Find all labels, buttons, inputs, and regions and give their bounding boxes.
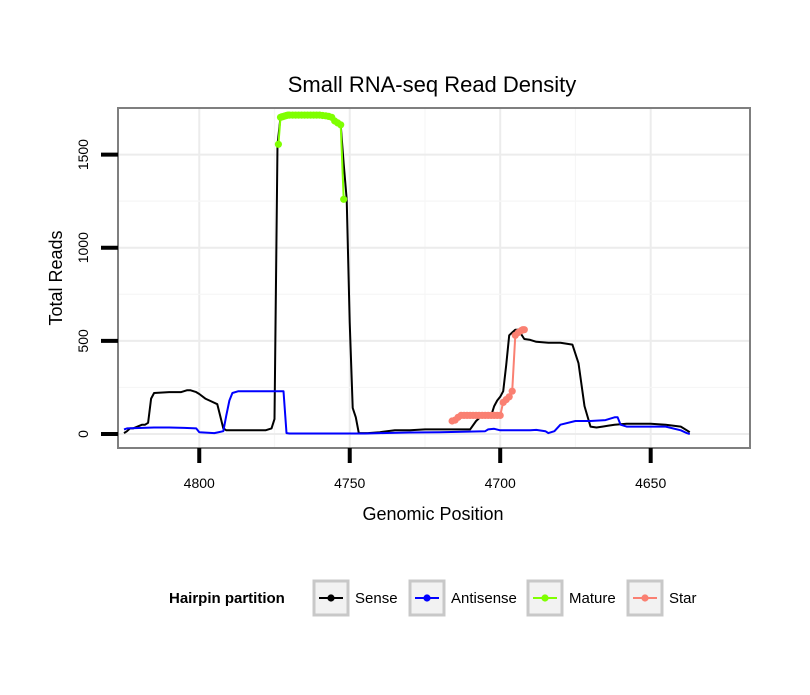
legend-items: Sense Antisense Mature Star — [312, 579, 697, 617]
legend: Hairpin partition Sense Antisense Mature St… — [169, 579, 697, 617]
axes: 4800 4750 4700 4650 0 500 1000 1500 — [75, 139, 666, 491]
legend-key-point-star — [641, 594, 649, 602]
x-tick-label: 4750 — [334, 475, 365, 491]
grid-lines — [118, 108, 750, 448]
data-point-star — [508, 387, 516, 395]
y-tick-label: 1000 — [75, 232, 91, 263]
legend-label-star: Star — [669, 590, 697, 607]
series-antisense-line — [123, 390, 691, 435]
series-antisense — [123, 390, 691, 435]
data-point-star — [520, 326, 528, 334]
x-tick-label: 4800 — [184, 475, 215, 491]
legend-item-mature: Mature — [526, 579, 616, 617]
legend-title: Hairpin partition — [169, 590, 285, 607]
series-sense-line — [123, 114, 691, 435]
x-tick-label: 4700 — [485, 475, 516, 491]
chart-title: Small RNA-seq Read Density — [288, 72, 577, 97]
data-point-mature — [337, 121, 345, 129]
legend-label-mature: Mature — [569, 590, 616, 607]
plot-border — [117, 107, 751, 449]
x-axis-title: Genomic Position — [362, 504, 503, 524]
x-tick-label: 4650 — [635, 475, 666, 491]
series-star — [448, 326, 528, 425]
data-point-mature — [340, 195, 348, 203]
legend-item-antisense: Antisense — [408, 579, 517, 617]
legend-key-point-mature — [541, 594, 549, 602]
series-sense — [123, 114, 691, 435]
legend-item-star: Star — [626, 579, 697, 617]
plot-panel — [118, 108, 750, 448]
data-point-mature — [274, 140, 282, 148]
legend-key-point-sense — [327, 594, 335, 602]
legend-label-sense: Sense — [355, 590, 398, 607]
y-tick-label: 500 — [75, 329, 91, 353]
legend-key-point-antisense — [423, 594, 431, 602]
legend-label-antisense: Antisense — [451, 590, 517, 607]
y-tick-label: 0 — [75, 430, 91, 438]
data-point-star — [496, 411, 504, 419]
legend-item-sense: Sense — [312, 579, 398, 617]
series-mature — [274, 111, 348, 203]
series-layer — [123, 111, 691, 435]
y-tick-label: 1500 — [75, 139, 91, 170]
data-point-star — [505, 393, 513, 401]
y-axis-title: Total Reads — [46, 230, 66, 325]
